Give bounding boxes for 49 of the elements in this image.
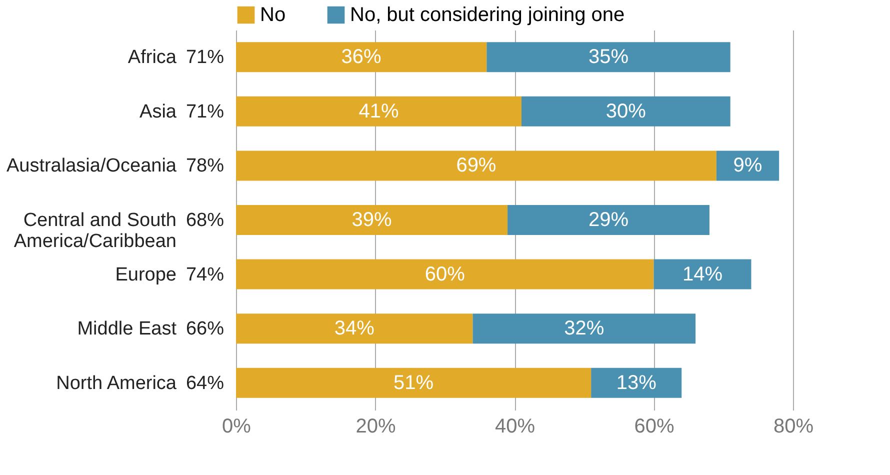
x-tick-label: 40% <box>494 416 536 438</box>
bar <box>236 205 508 235</box>
y-tick-label: Europe <box>115 264 176 286</box>
total-label: 66% <box>186 318 224 340</box>
data-label: 9% <box>733 154 762 177</box>
bar <box>716 150 780 181</box>
data-label: 32% <box>564 318 604 340</box>
data-label: 30% <box>606 100 646 122</box>
bar <box>591 368 682 398</box>
x-tick-label: 60% <box>634 416 674 438</box>
total-label: 68% <box>186 210 224 231</box>
bar <box>654 259 752 290</box>
total-label: 71% <box>186 47 224 68</box>
data-label: 39% <box>352 209 392 231</box>
bar <box>236 314 473 344</box>
data-label: 34% <box>334 318 375 340</box>
total-label: 71% <box>186 101 224 122</box>
legend-label: No <box>260 4 286 26</box>
bar <box>236 259 654 290</box>
y-tick-label: Central and South America/Caribbean <box>14 210 176 252</box>
data-label: 14% <box>682 263 723 286</box>
x-tick-label: 0% <box>222 416 252 438</box>
data-label: 60% <box>424 263 466 286</box>
bar <box>521 96 730 126</box>
bar <box>236 368 592 398</box>
data-label: 13% <box>616 372 657 394</box>
y-tick-label: Middle East <box>77 318 178 340</box>
bar <box>236 150 716 181</box>
total-label: 64% <box>186 372 224 394</box>
data-label: 35% <box>588 46 629 68</box>
y-tick-label: Africa <box>128 47 177 68</box>
bar <box>508 205 710 235</box>
data-label: 41% <box>358 100 399 122</box>
data-label: 29% <box>588 209 629 231</box>
bar <box>472 314 696 344</box>
data-label: 69% <box>456 154 496 177</box>
legend-label: No, but considering joining one <box>350 4 625 26</box>
y-tick-label: Australasia/Oceania <box>6 156 177 177</box>
data-label: 51% <box>394 372 434 394</box>
total-label: 78% <box>186 156 224 177</box>
y-tick-label: Asia <box>140 101 177 122</box>
bar <box>236 42 487 72</box>
total-label: 74% <box>186 264 224 286</box>
data-label: 36% <box>341 46 382 68</box>
x-tick-label: 80% <box>773 416 814 438</box>
bar <box>236 96 522 126</box>
bar <box>486 42 730 72</box>
y-tick-label: North America <box>56 372 177 394</box>
x-tick-label: 20% <box>356 416 396 438</box>
